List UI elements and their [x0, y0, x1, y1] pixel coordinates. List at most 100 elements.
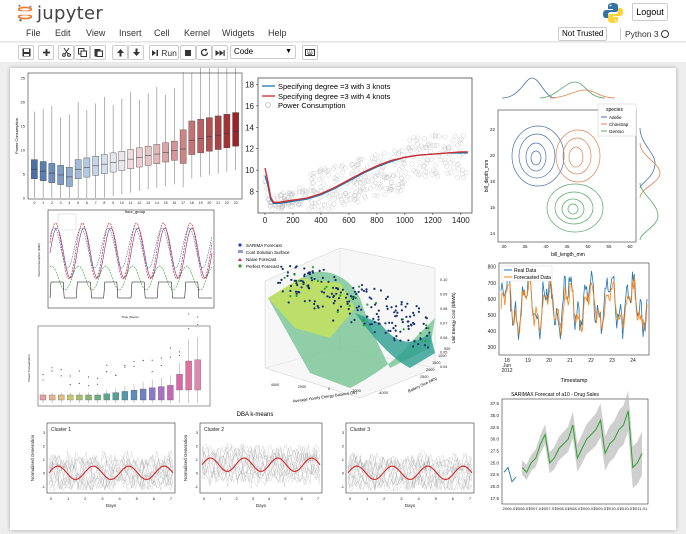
timeseries-ytick: 400	[488, 329, 497, 335]
boxplot-xtick: 23	[234, 201, 238, 205]
sarima-forecast-point	[289, 295, 292, 298]
sarimax-ytick: 17.5	[490, 496, 499, 501]
move-up-button[interactable]	[112, 45, 128, 60]
legend-marker-sarima	[238, 243, 242, 247]
power-consumption-point	[419, 143, 424, 149]
legend-label-adelie: Adelie	[609, 115, 622, 120]
power-consumption-point	[322, 203, 327, 209]
spline-axes-frame	[257, 77, 473, 214]
surface-xtick: -4000	[378, 391, 388, 395]
dba-member-series	[347, 452, 473, 491]
restart-run-all-button[interactable]	[212, 45, 228, 60]
command-palette-button[interactable]	[302, 45, 318, 60]
step-forward-icon	[152, 49, 159, 56]
cut-button[interactable]	[58, 45, 74, 60]
surface-yticks: 2500 2000 1500 1000 500	[420, 347, 450, 379]
sarima-forecast-point	[393, 339, 396, 342]
interrupt-button[interactable]	[180, 45, 196, 60]
power-consumption-point	[455, 162, 460, 168]
legend-label-3-knots: Specifying degree =3 with 3 knots	[278, 82, 391, 91]
sarima-forecast-point	[386, 295, 389, 298]
power-consumption-point	[326, 206, 332, 212]
menu-help[interactable]: Help	[268, 28, 287, 38]
kernel-name[interactable]: Python 3	[625, 29, 659, 39]
restart-button[interactable]	[196, 45, 212, 60]
power-consumption-point	[369, 155, 375, 161]
menu-widgets[interactable]: Widgets	[222, 28, 255, 38]
sarima-forecast-point	[302, 281, 305, 284]
sarima-forecast-point	[339, 305, 343, 308]
trust-indicator-button[interactable]: Not Trusted	[558, 27, 608, 41]
menu-insert[interactable]: Insert	[119, 28, 142, 38]
sarima-forecast-point	[395, 305, 398, 308]
sarima-forecast-point	[333, 299, 336, 302]
sarima-forecast-point	[395, 335, 398, 338]
sarima-forecast-point	[404, 305, 407, 308]
dba-member-series	[48, 451, 174, 491]
insert-cell-button[interactable]	[38, 45, 54, 60]
sarima-forecast-point	[286, 271, 289, 274]
menu-file[interactable]: File	[26, 28, 41, 38]
sarima-forecast-point	[362, 319, 365, 322]
power-consumption-point	[421, 164, 426, 170]
sarima-forecast-point	[299, 279, 303, 282]
power-consumption-point	[397, 149, 403, 154]
copy-button[interactable]	[74, 45, 90, 60]
keyboard-icon	[305, 49, 315, 56]
run-button[interactable]: Run	[149, 45, 179, 60]
spline-xtick-label: 1200	[424, 216, 442, 225]
power-consumption-point	[433, 169, 439, 174]
colored-boxplot-outlier	[69, 384, 71, 386]
cell-type-select[interactable]: Code ▼	[230, 45, 296, 59]
power-consumption-point	[332, 195, 338, 201]
power-consumption-point	[356, 162, 361, 168]
forecast-timeseries-chart: Real Data Forecasted Data Timestamp 18Ju…	[488, 262, 650, 384]
power-consumption-point	[458, 141, 464, 146]
menu-kernel[interactable]: Kernel	[184, 28, 211, 38]
boxplot-xtick: 0	[33, 201, 35, 205]
power-consumption-point	[371, 183, 377, 189]
surface-ztick: 0.08	[440, 307, 447, 311]
timeseries-xlabel: Timestamp	[561, 378, 588, 384]
colored-boxplot-outlier	[51, 370, 53, 372]
power-consumption-point	[325, 168, 331, 173]
sarima-forecast-point	[390, 306, 393, 309]
dba-xtick: 6	[153, 496, 156, 501]
logout-button[interactable]: Logout	[632, 3, 668, 21]
dba-cluster-label: Cluster 2	[204, 427, 224, 433]
sarima-forecast-point	[362, 289, 365, 292]
menu-view[interactable]: View	[86, 28, 106, 38]
save-button[interactable]	[18, 45, 34, 60]
sarima-forecast-point	[346, 300, 349, 303]
sarima-forecast-point	[307, 286, 310, 289]
sarimax-yticks: 17.5 20.0 22.5 25.0 27.5 30.0 32.5 35.0 37.5	[490, 401, 499, 501]
colored-boxplot-outlier	[151, 359, 153, 361]
boxplot-box	[232, 112, 239, 147]
sarimax-xtick: 2008-01	[555, 506, 570, 511]
power-consumption-point	[430, 133, 436, 138]
dba-xlabel: Days	[106, 503, 117, 508]
move-down-button[interactable]	[128, 45, 144, 60]
power-consumption-point	[287, 204, 293, 210]
spline-xtick-label: 0	[263, 216, 268, 225]
power-consumption-point	[310, 201, 315, 207]
power-consumption-point	[318, 169, 324, 175]
sarima-forecast-point	[336, 309, 339, 312]
power-consumption-point	[357, 156, 363, 162]
power-consumption-point	[427, 148, 433, 154]
power-consumption-point	[361, 180, 367, 186]
legend-label-forecast: Forecasted Data	[514, 275, 551, 281]
menu-edit[interactable]: Edit	[55, 28, 71, 38]
timeseries-xtick: 19	[525, 358, 531, 364]
power-consumption-point	[425, 142, 430, 148]
paste-button[interactable]	[90, 45, 106, 60]
sarima-forecast-point	[366, 315, 369, 318]
hourly-boxplot: Power Consumption hour_group 0510152025 …	[14, 54, 243, 214]
menu-cell[interactable]: Cell	[154, 28, 170, 38]
boxplot-box	[179, 129, 187, 164]
power-consumption-point	[289, 192, 295, 198]
colored-boxplot-box	[94, 394, 101, 401]
sarima-forecast-point	[377, 315, 380, 318]
sarima-forecast-point	[353, 290, 357, 293]
jupyter-logo[interactable]: jupyter	[16, 3, 103, 24]
